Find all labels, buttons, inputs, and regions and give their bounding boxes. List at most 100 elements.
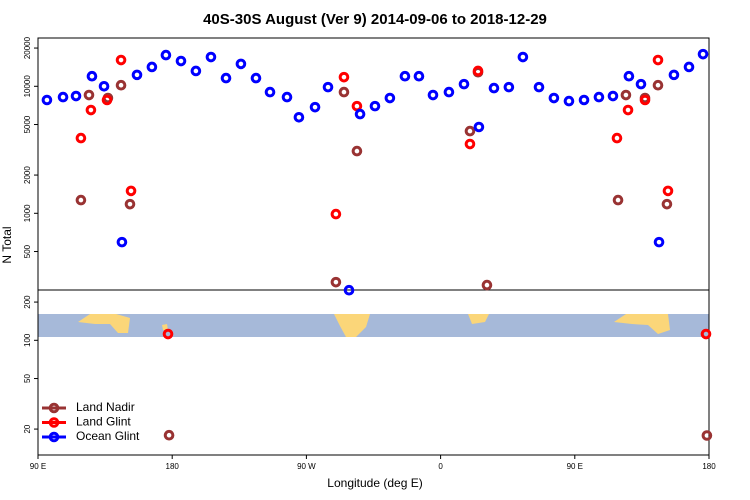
point <box>635 78 647 90</box>
point <box>661 198 673 210</box>
x-tick-label: 90 W <box>297 462 316 471</box>
legend-marker <box>48 402 60 414</box>
point <box>338 71 350 83</box>
point <box>146 61 158 73</box>
map-land <box>162 324 168 330</box>
point <box>464 125 476 137</box>
point <box>115 79 127 91</box>
x-tick-label: 90 E <box>567 462 583 471</box>
point <box>563 95 575 107</box>
point <box>517 51 529 63</box>
point <box>607 90 619 102</box>
y-tick-label: 1000 <box>23 204 32 222</box>
point <box>473 121 485 133</box>
y-tick-label: 20 <box>23 424 32 433</box>
legend-marker <box>48 417 60 428</box>
point <box>622 104 634 116</box>
map-land <box>468 314 489 324</box>
y-axis-label: N Total <box>0 226 14 263</box>
x-tick-label: 0 <box>438 462 443 471</box>
point <box>98 80 110 92</box>
point <box>250 72 262 84</box>
chart-title: 40S-30S August (Ver 9) 2014-09-06 to 201… <box>203 11 547 28</box>
map-land <box>78 314 130 333</box>
legend-label: Ocean Glint <box>76 429 140 443</box>
point <box>75 132 87 144</box>
point <box>125 185 137 197</box>
point <box>548 92 560 104</box>
point <box>652 54 664 66</box>
point <box>70 90 82 102</box>
point <box>668 69 680 81</box>
point <box>175 55 187 67</box>
point <box>611 132 623 144</box>
point <box>83 89 95 101</box>
point <box>338 86 350 98</box>
point <box>57 91 69 103</box>
point <box>190 65 202 77</box>
point <box>578 94 590 106</box>
point <box>101 94 113 106</box>
x-tick-label: 180 <box>166 462 180 471</box>
y-tick-label: 500 <box>23 244 32 258</box>
y-tick-label: 200 <box>23 295 32 309</box>
point <box>163 429 175 441</box>
point <box>220 72 232 84</box>
point <box>593 91 605 103</box>
point <box>700 328 712 340</box>
point <box>160 49 172 61</box>
y-tick-label: 50 <box>23 374 32 383</box>
map-land <box>334 314 370 337</box>
point <box>697 48 709 60</box>
point <box>488 82 500 94</box>
point <box>330 276 342 288</box>
y-tick-label: 100 <box>23 333 32 347</box>
x-axis-label: Longitude (deg E) <box>327 476 422 490</box>
point <box>413 70 425 82</box>
y-tick-label: 2000 <box>23 166 32 184</box>
point <box>472 65 484 77</box>
point <box>533 81 545 93</box>
point <box>330 208 342 220</box>
x-tick-label: 90 E <box>30 462 46 471</box>
y-tick-label: 20000 <box>23 36 32 59</box>
point <box>620 89 632 101</box>
legend-label: Land Nadir <box>76 400 135 414</box>
point <box>115 54 127 66</box>
point <box>443 86 455 98</box>
point <box>293 111 305 123</box>
legend-marker <box>48 431 60 443</box>
point <box>322 81 334 93</box>
point <box>131 69 143 81</box>
point <box>384 92 396 104</box>
map-strip <box>38 314 709 337</box>
point <box>86 70 98 82</box>
point <box>309 101 321 113</box>
plot-frame <box>37 37 710 456</box>
point <box>116 236 128 248</box>
point <box>503 81 515 93</box>
legend-label: Land Glint <box>76 415 131 429</box>
point <box>264 86 276 98</box>
point <box>85 104 97 116</box>
point <box>41 94 53 106</box>
map-ocean <box>38 314 709 337</box>
point <box>235 58 247 70</box>
point <box>75 194 87 206</box>
point <box>701 430 713 441</box>
point <box>124 198 136 210</box>
point <box>652 79 664 91</box>
point <box>205 51 217 63</box>
point <box>351 145 363 157</box>
point <box>369 100 381 112</box>
point <box>653 236 665 248</box>
point <box>458 78 470 90</box>
point <box>162 328 174 340</box>
point <box>354 108 366 120</box>
point <box>481 279 493 291</box>
point <box>662 185 674 197</box>
point <box>683 61 695 73</box>
map-land <box>614 314 670 334</box>
point <box>281 91 293 103</box>
